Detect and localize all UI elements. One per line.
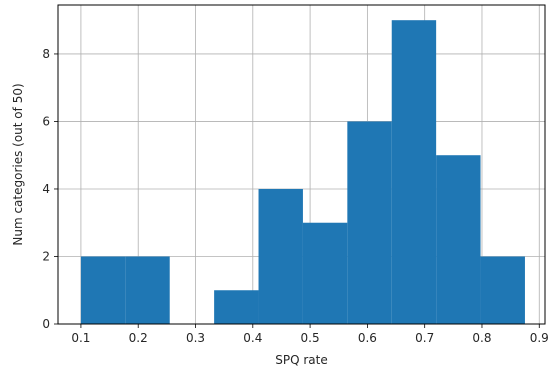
x-axis-label: SPQ rate [275, 353, 328, 367]
x-tick-label: 0.6 [358, 331, 377, 345]
histogram-bar [347, 121, 392, 324]
x-tick-label: 0.2 [129, 331, 148, 345]
x-tick-label: 0.9 [530, 331, 549, 345]
y-axis-ticks: 0 2 4 6 8 [42, 47, 58, 331]
y-tick-label: 6 [42, 114, 50, 128]
x-tick-label: 0.3 [186, 331, 205, 345]
histogram-bar [125, 256, 170, 324]
histogram-bar [436, 155, 481, 324]
plot-frame [57, 4, 546, 325]
histogram-bar [80, 256, 126, 324]
y-tick-label: 8 [42, 47, 50, 61]
histogram-bars [80, 20, 525, 324]
x-tick-label: 0.7 [415, 331, 434, 345]
histogram-bar [480, 256, 525, 324]
y-axis-label: Num categories (out of 50) [11, 83, 25, 245]
histogram-bar [391, 20, 437, 324]
x-tick-label: 0.5 [301, 331, 320, 345]
y-tick-label: 2 [42, 249, 50, 263]
histogram-bar [214, 290, 259, 324]
x-tick-label: 0.1 [71, 331, 90, 345]
y-tick-label: 4 [42, 182, 50, 196]
histogram-bar [302, 222, 348, 324]
y-tick-label: 0 [42, 317, 50, 331]
histogram-bar [258, 188, 303, 324]
x-axis-ticks: 0.1 0.2 0.3 0.4 0.5 0.6 0.7 0.8 0.9 [71, 324, 549, 345]
x-tick-label: 0.4 [243, 331, 262, 345]
x-tick-label: 0.8 [472, 331, 491, 345]
